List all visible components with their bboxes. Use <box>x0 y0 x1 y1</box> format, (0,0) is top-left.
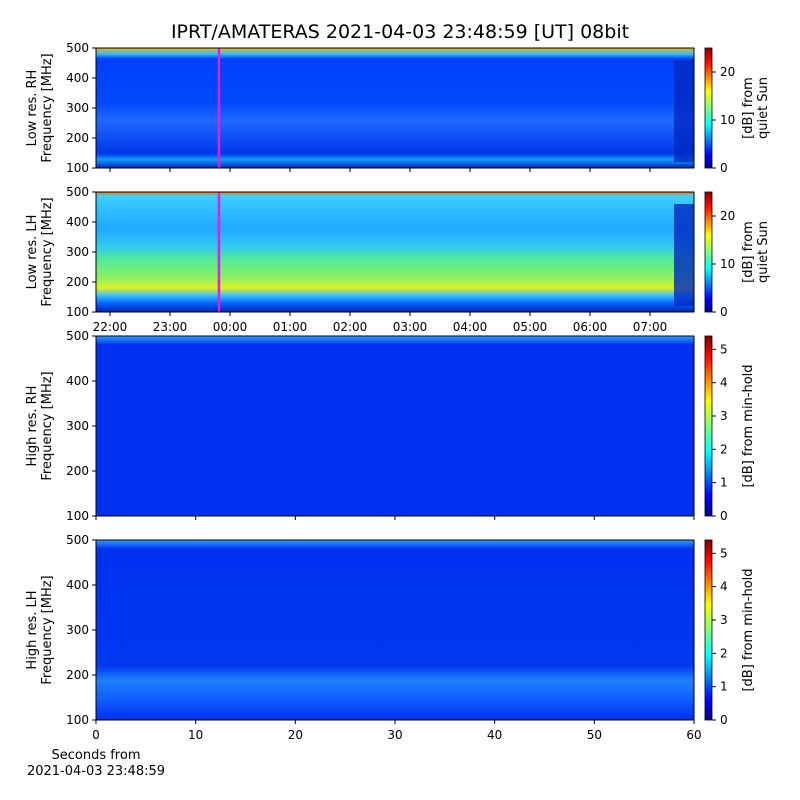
x-axis-label: Seconds from <box>51 748 140 763</box>
colorbar-label: [dB] from min-hold <box>741 364 756 487</box>
x-axis-label: 2021-04-03 23:48:59 <box>27 764 165 779</box>
y-tick-label: 500 <box>66 533 89 547</box>
y-tick-label: 200 <box>66 131 89 145</box>
colorbar-tick-label: 2 <box>720 442 728 456</box>
y-tick-label: 300 <box>66 419 89 433</box>
colorbar-tick-label: 4 <box>720 376 728 390</box>
x-tick-label: 00:00 <box>213 320 248 334</box>
x-tick-label: 07:00 <box>633 320 668 334</box>
colorbar-tick-label: 20 <box>720 209 735 223</box>
x-tick-label: 20 <box>288 728 303 742</box>
x-tick-label: 40 <box>487 728 502 742</box>
y-axis-label: Frequency [MHz] <box>40 575 55 684</box>
spectrogram <box>96 336 694 516</box>
colorbar-tick-label: 1 <box>720 476 728 490</box>
y-tick-label: 200 <box>66 275 89 289</box>
colorbar-tick-label: 3 <box>720 613 728 627</box>
spectrogram-edge <box>674 60 694 162</box>
x-tick-label: 22:00 <box>93 320 128 334</box>
y-tick-label: 300 <box>66 245 89 259</box>
y-axis-label: Low res. RH <box>25 70 40 147</box>
colorbar-tick-label: 5 <box>720 342 728 356</box>
colorbar <box>704 47 713 169</box>
x-tick-label: 01:00 <box>273 320 308 334</box>
y-axis-label: High res. LH <box>25 590 40 669</box>
y-tick-label: 400 <box>66 374 89 388</box>
x-tick-label: 03:00 <box>393 320 428 334</box>
spectrogram <box>96 192 694 312</box>
y-tick-label: 500 <box>66 41 89 55</box>
y-tick-label: 200 <box>66 464 89 478</box>
colorbar-tick-label: 0 <box>720 161 728 175</box>
colorbar-tick-label: 5 <box>720 546 728 560</box>
x-tick-label: 10 <box>188 728 203 742</box>
x-tick-label: 02:00 <box>333 320 368 334</box>
colorbar <box>704 539 713 721</box>
colorbar-label: [dB] from min-hold <box>741 568 756 691</box>
y-tick-label: 200 <box>66 668 89 682</box>
y-tick-label: 100 <box>66 305 89 319</box>
y-tick-label: 100 <box>66 161 89 175</box>
y-axis-label: Frequency [MHz] <box>40 53 55 162</box>
x-tick-label: 50 <box>587 728 602 742</box>
x-tick-label: 60 <box>686 728 701 742</box>
y-tick-label: 400 <box>66 71 89 85</box>
colorbar-tick-label: 4 <box>720 580 728 594</box>
colorbar <box>704 191 713 313</box>
colorbar-label: [dB] from <box>741 221 756 283</box>
spectrogram <box>96 540 694 720</box>
y-tick-label: 300 <box>66 101 89 115</box>
spectrogram-edge <box>674 204 694 306</box>
colorbar-tick-label: 0 <box>720 509 728 523</box>
colorbar-tick-label: 0 <box>720 713 728 727</box>
y-tick-label: 400 <box>66 578 89 592</box>
y-tick-label: 400 <box>66 215 89 229</box>
colorbar-label: [dB] from <box>741 77 756 139</box>
y-tick-label: 100 <box>66 713 89 727</box>
x-tick-label: 04:00 <box>453 320 488 334</box>
colorbar-label: quiet Sun <box>756 221 771 283</box>
x-tick-label: 0 <box>92 728 100 742</box>
y-tick-label: 100 <box>66 509 89 523</box>
y-axis-label: High res. RH <box>25 386 40 467</box>
y-axis-label: Frequency [MHz] <box>40 371 55 480</box>
y-tick-label: 500 <box>66 185 89 199</box>
spectrogram <box>96 48 694 168</box>
colorbar-label: quiet Sun <box>756 77 771 139</box>
x-tick-label: 05:00 <box>513 320 548 334</box>
y-tick-label: 500 <box>66 329 89 343</box>
x-tick-label: 06:00 <box>573 320 608 334</box>
colorbar-tick-label: 0 <box>720 305 728 319</box>
x-tick-label: 23:00 <box>153 320 188 334</box>
colorbar-tick-label: 1 <box>720 680 728 694</box>
y-axis-label: Frequency [MHz] <box>40 197 55 306</box>
figure-title: IPRT/AMATERAS 2021-04-03 23:48:59 [UT] 0… <box>171 21 629 43</box>
colorbar-tick-label: 10 <box>720 113 735 127</box>
colorbar-tick-label: 2 <box>720 646 728 660</box>
y-axis-label: Low res. LH <box>25 215 40 290</box>
colorbar <box>704 335 713 517</box>
y-tick-label: 300 <box>66 623 89 637</box>
x-tick-label: 30 <box>387 728 402 742</box>
colorbar-tick-label: 3 <box>720 409 728 423</box>
colorbar-tick-label: 20 <box>720 65 735 79</box>
colorbar-tick-label: 10 <box>720 257 735 271</box>
